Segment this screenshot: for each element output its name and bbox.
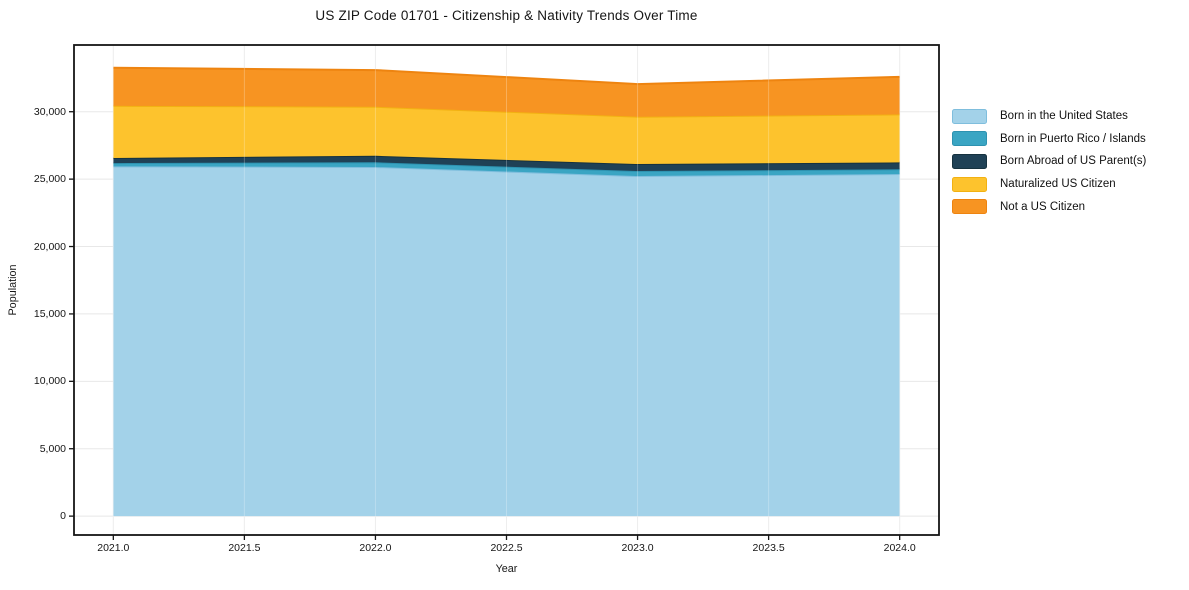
y-tick-label: 10,000 <box>33 375 66 388</box>
legend-label: Not a US Citizen <box>1000 200 1086 213</box>
area-series-2 <box>113 155 900 172</box>
legend-swatch-icon <box>952 176 987 192</box>
x-tick-label: 2023.5 <box>752 542 785 554</box>
legend-label: Born in Puerto Rico / Islands <box>1000 132 1146 145</box>
plot-border <box>73 44 940 536</box>
x-tick-label: 2022.5 <box>490 542 523 554</box>
area-series-4-edge <box>113 66 900 86</box>
x-tick-label: 2023.0 <box>621 542 654 554</box>
legend-item-2: Born Abroad of US Parent(s) <box>952 150 1146 173</box>
chart-title: US ZIP Code 01701 - Citizenship & Nativi… <box>315 8 698 23</box>
legend-item-0: Born in the United States <box>952 105 1146 128</box>
x-tick-label: 2021.0 <box>97 542 130 554</box>
legend-item-3: Naturalized US Citizen <box>952 173 1146 196</box>
legend: Born in the United States Born in Puerto … <box>952 105 1146 218</box>
area-series-4 <box>113 67 900 117</box>
x-tick-label: 2022.0 <box>359 542 392 554</box>
legend-label: Born Abroad of US Parent(s) <box>1000 155 1147 168</box>
x-axis-label: Year <box>495 563 518 575</box>
legend-item-4: Not a US Citizen <box>952 195 1146 218</box>
area-series-3 <box>113 105 900 165</box>
area-series-0 <box>113 166 900 517</box>
x-tick-label: 2021.5 <box>228 542 261 554</box>
y-tick-label: 5,000 <box>39 442 66 455</box>
legend-label: Born in the United States <box>1000 110 1128 123</box>
legend-label: Naturalized US Citizen <box>1000 178 1116 191</box>
x-tick-label: 2024.0 <box>883 542 916 554</box>
legend-swatch-icon <box>952 131 987 147</box>
legend-item-1: Born in Puerto Rico / Islands <box>952 128 1146 151</box>
y-tick-label: 30,000 <box>33 105 66 118</box>
y-tick-label: 25,000 <box>33 173 66 186</box>
y-tick-label: 15,000 <box>33 307 66 320</box>
legend-swatch-icon <box>952 199 987 215</box>
y-tick-label: 0 <box>60 510 66 523</box>
area-series-1 <box>113 162 900 177</box>
y-tick-label: 20,000 <box>33 240 66 253</box>
legend-swatch-icon <box>952 153 987 169</box>
legend-swatch-icon <box>952 108 987 124</box>
